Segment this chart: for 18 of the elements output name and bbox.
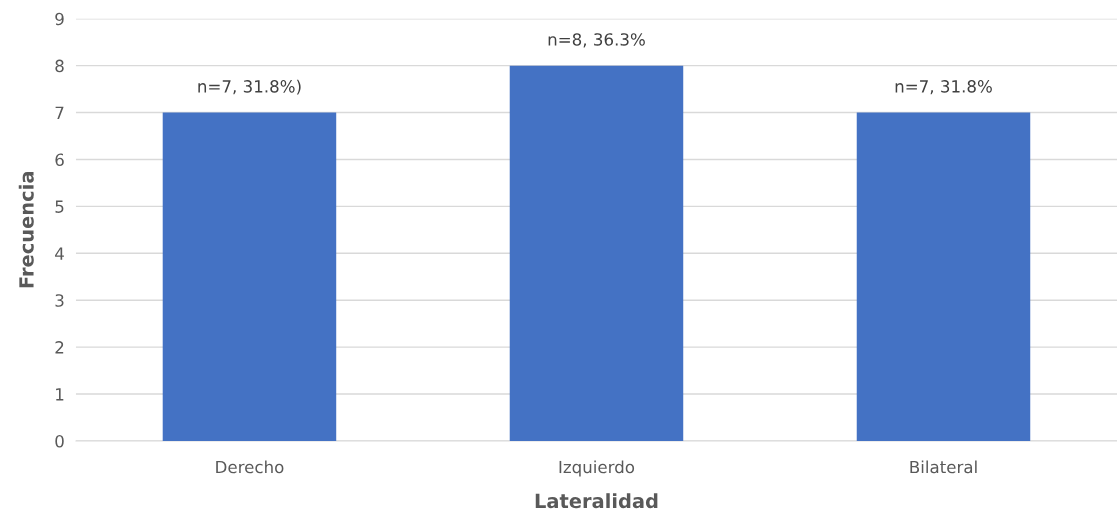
y-tick-label: 5 — [55, 200, 64, 213]
data-label: n=8, 36.3% — [548, 33, 645, 48]
y-tick-label: 2 — [55, 341, 64, 354]
y-tick-label: 3 — [55, 294, 64, 307]
x-tick-label: Bilateral — [910, 460, 977, 474]
y-tick-label: 4 — [55, 247, 64, 260]
data-label: n=7, 31.8%) — [198, 79, 301, 95]
x-tick-label: Izquierdo — [559, 460, 635, 477]
y-tick-label: 8 — [55, 59, 64, 73]
y-tick-label: 6 — [55, 153, 64, 167]
x-tick-label: Derecho — [216, 460, 284, 474]
y-tick-label: 9 — [55, 12, 64, 26]
y-tick-label: 1 — [56, 388, 64, 401]
y-axis-title: Frecuencia — [18, 172, 34, 288]
x-axis-title: Lateralidad — [535, 493, 658, 509]
y-tick-label: 7 — [55, 106, 64, 119]
y-tick-label: 0 — [55, 434, 64, 448]
data-label: n=7, 31.8% — [895, 80, 992, 95]
